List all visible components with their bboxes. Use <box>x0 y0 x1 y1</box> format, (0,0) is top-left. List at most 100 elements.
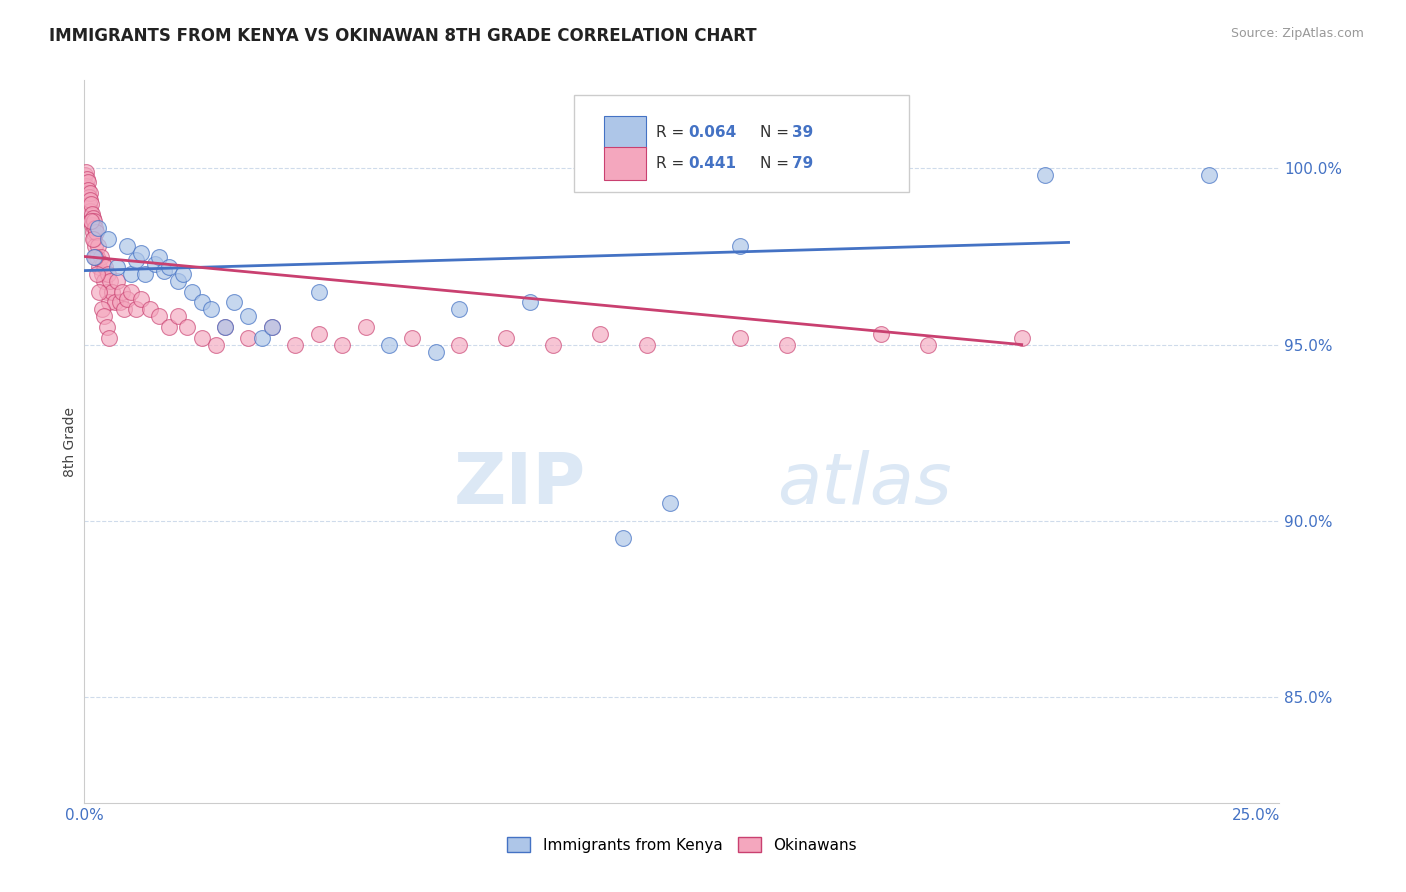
Point <box>77 189 100 203</box>
Point <box>330 337 353 351</box>
Point <box>519 295 541 310</box>
Point <box>87 239 110 253</box>
Point <box>125 302 148 317</box>
Point <box>120 285 142 299</box>
Point <box>157 260 180 274</box>
Point <box>354 320 377 334</box>
Text: 0.441: 0.441 <box>688 156 735 171</box>
Point <box>401 330 423 344</box>
Point <box>148 250 170 264</box>
Point <box>181 285 204 299</box>
Point <box>238 330 260 344</box>
Point <box>108 295 131 310</box>
Point <box>76 176 98 190</box>
Point <box>200 302 222 317</box>
Point <box>176 320 198 334</box>
Point <box>659 496 682 510</box>
Point <box>214 320 236 334</box>
Text: 39: 39 <box>792 125 813 140</box>
Point <box>79 203 101 218</box>
Point <box>612 532 634 546</box>
Point <box>917 337 939 351</box>
Point <box>134 267 156 281</box>
Point <box>1033 169 1056 183</box>
Point <box>112 302 135 317</box>
Y-axis label: 8th Grade: 8th Grade <box>63 407 77 476</box>
Point <box>730 239 752 253</box>
Point <box>80 214 103 228</box>
Text: R =: R = <box>655 156 689 171</box>
Point <box>83 232 105 246</box>
Point <box>157 320 180 334</box>
Point <box>139 302 162 317</box>
Point <box>776 337 799 351</box>
Legend: Immigrants from Kenya, Okinawans: Immigrants from Kenya, Okinawans <box>499 829 865 860</box>
Point <box>97 295 120 310</box>
Point <box>91 256 114 270</box>
Point <box>89 260 111 274</box>
Text: N =: N = <box>759 125 793 140</box>
Point <box>308 285 330 299</box>
Point <box>190 330 212 344</box>
Point <box>308 326 330 341</box>
Text: N =: N = <box>759 156 793 171</box>
Point <box>260 320 283 334</box>
Text: R =: R = <box>655 125 689 140</box>
Point <box>76 186 98 200</box>
Point <box>83 250 105 264</box>
Point <box>82 211 104 225</box>
Point <box>80 196 103 211</box>
Point <box>870 326 893 341</box>
Point <box>93 310 115 324</box>
Point <box>167 310 190 324</box>
Point <box>98 274 121 288</box>
Point <box>1011 330 1033 344</box>
Point <box>97 267 120 281</box>
Point <box>79 186 101 200</box>
FancyBboxPatch shape <box>605 116 647 149</box>
Point <box>77 182 100 196</box>
Point <box>93 274 115 288</box>
Point <box>79 193 101 207</box>
Point <box>224 295 246 310</box>
Text: ZIP: ZIP <box>454 450 586 519</box>
FancyBboxPatch shape <box>605 147 647 180</box>
Point <box>730 330 752 344</box>
Point <box>90 250 112 264</box>
Text: 79: 79 <box>792 156 813 171</box>
Point <box>96 320 118 334</box>
Point <box>104 295 127 310</box>
Point <box>153 263 176 277</box>
Point <box>83 221 105 235</box>
Point <box>82 218 104 232</box>
Point <box>89 285 111 299</box>
Point <box>86 267 108 281</box>
Point <box>167 274 190 288</box>
Point <box>86 250 108 264</box>
Point <box>115 239 138 253</box>
Point <box>105 274 128 288</box>
Point <box>148 310 170 324</box>
Point <box>143 256 166 270</box>
FancyBboxPatch shape <box>575 95 910 193</box>
Point <box>425 344 447 359</box>
Point <box>449 337 471 351</box>
Text: IMMIGRANTS FROM KENYA VS OKINAWAN 8TH GRADE CORRELATION CHART: IMMIGRANTS FROM KENYA VS OKINAWAN 8TH GR… <box>49 27 756 45</box>
Point <box>636 337 658 351</box>
Point <box>82 225 104 239</box>
Point <box>115 292 138 306</box>
Point <box>105 260 128 274</box>
Point <box>495 330 517 344</box>
Point <box>80 214 103 228</box>
Point <box>378 337 401 351</box>
Point <box>84 225 107 239</box>
Point <box>204 337 226 351</box>
Point <box>190 295 212 310</box>
Point <box>83 214 105 228</box>
Point <box>97 232 120 246</box>
Point <box>83 250 105 264</box>
Point <box>214 320 236 334</box>
Text: atlas: atlas <box>778 450 952 519</box>
Point <box>76 172 98 186</box>
Point <box>84 239 107 253</box>
